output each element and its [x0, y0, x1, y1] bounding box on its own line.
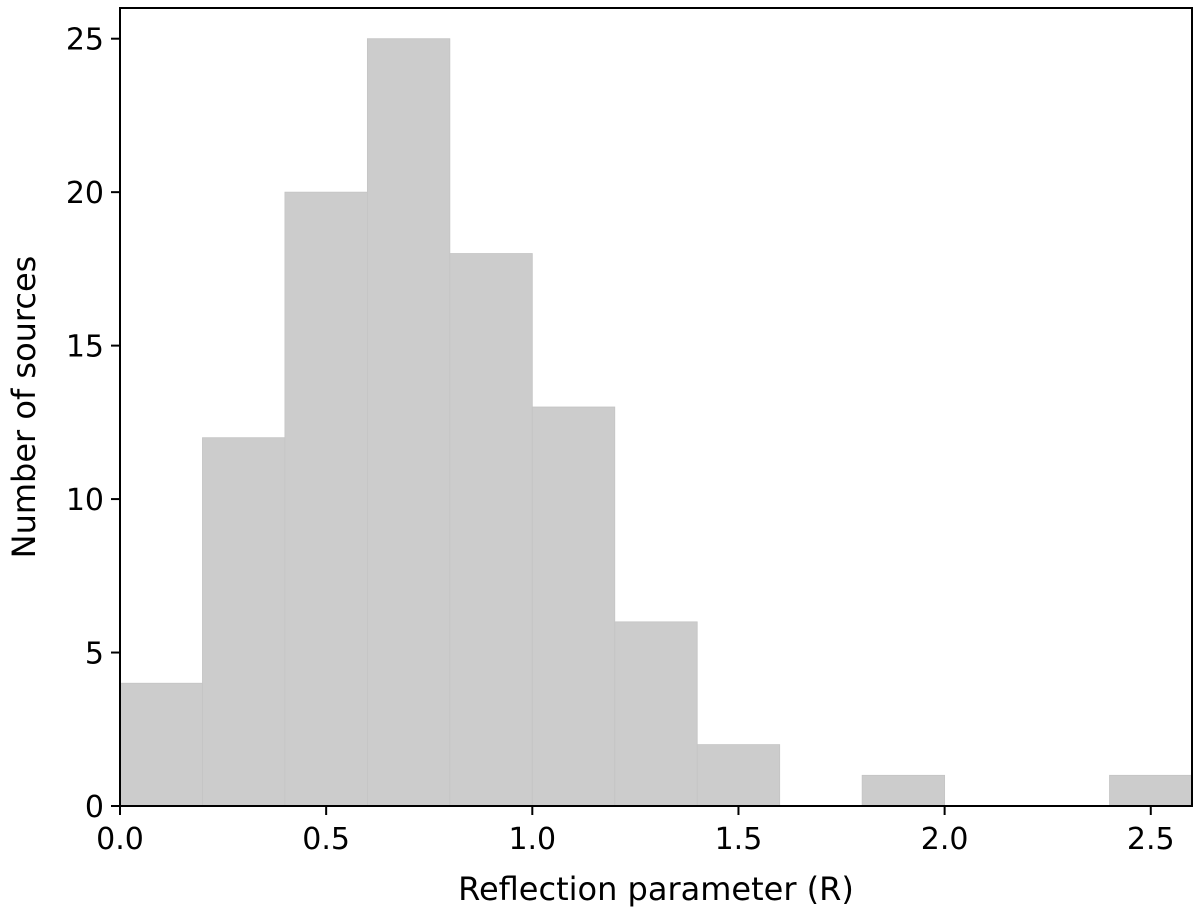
histogram-bar: [449, 253, 533, 807]
y-axis-ticks: 0 5 10 15 20 25: [66, 23, 120, 825]
y-tick-label: 5: [85, 637, 104, 672]
y-tick-label: 10: [66, 483, 104, 518]
x-axis-label: Reflection parameter (R): [458, 870, 854, 908]
plot-frame: [119, 7, 1193, 807]
histogram-bar: [696, 744, 781, 807]
histogram-bar: [1109, 774, 1193, 807]
y-tick-label: 15: [66, 330, 104, 365]
histogram-bar: [861, 774, 946, 807]
histogram-bar: [614, 621, 698, 807]
y-tick-label: 20: [66, 176, 104, 211]
histogram-bars: [119, 38, 1193, 807]
histogram-bar: [366, 38, 451, 807]
histogram-bar: [119, 682, 203, 807]
histogram-bar: [284, 191, 368, 807]
histogram-bar: [531, 406, 616, 807]
x-tick-label: 0.5: [302, 822, 350, 857]
histogram-bar: [202, 437, 286, 807]
x-tick-label: 0.0: [96, 822, 144, 857]
y-tick-label: 25: [66, 23, 104, 58]
x-tick-label: 1.0: [508, 822, 556, 857]
y-axis-label: Number of sources: [5, 256, 43, 559]
x-tick-label: 2.5: [1127, 822, 1175, 857]
x-tick-label: 1.5: [715, 822, 763, 857]
x-tick-label: 2.0: [921, 822, 969, 857]
x-axis-ticks: 0.0 0.5 1.0 1.5 2.0 2.5: [96, 806, 1175, 857]
y-tick-label: 0: [85, 790, 104, 825]
